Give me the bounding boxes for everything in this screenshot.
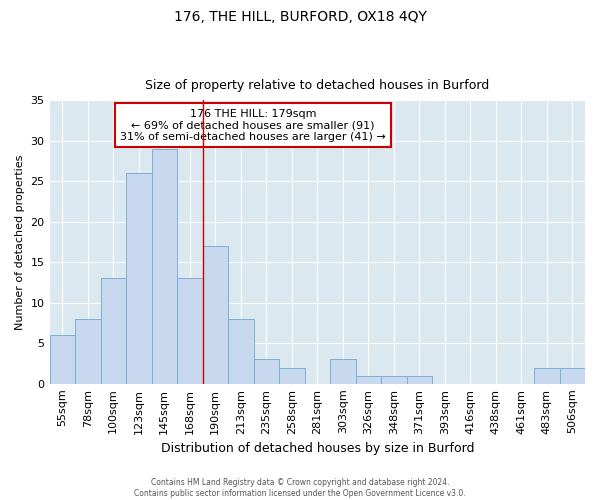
Title: Size of property relative to detached houses in Burford: Size of property relative to detached ho… [145, 79, 490, 92]
Bar [203, 246, 228, 384]
Bar [279, 368, 305, 384]
Bar [534, 368, 560, 384]
Bar [177, 278, 203, 384]
Bar [356, 376, 381, 384]
X-axis label: Distribution of detached houses by size in Burford: Distribution of detached houses by size … [161, 442, 474, 455]
Bar [330, 360, 356, 384]
Bar [381, 376, 407, 384]
Y-axis label: Number of detached properties: Number of detached properties [15, 154, 25, 330]
Bar [50, 335, 75, 384]
Bar [407, 376, 432, 384]
Bar [101, 278, 126, 384]
Bar [560, 368, 585, 384]
Text: Contains HM Land Registry data © Crown copyright and database right 2024.
Contai: Contains HM Land Registry data © Crown c… [134, 478, 466, 498]
Bar [126, 173, 152, 384]
Bar [228, 319, 254, 384]
Text: 176, THE HILL, BURFORD, OX18 4QY: 176, THE HILL, BURFORD, OX18 4QY [173, 10, 427, 24]
Text: 176 THE HILL: 179sqm
← 69% of detached houses are smaller (91)
31% of semi-detac: 176 THE HILL: 179sqm ← 69% of detached h… [120, 108, 386, 142]
Bar [254, 360, 279, 384]
Bar [152, 148, 177, 384]
Bar [75, 319, 101, 384]
